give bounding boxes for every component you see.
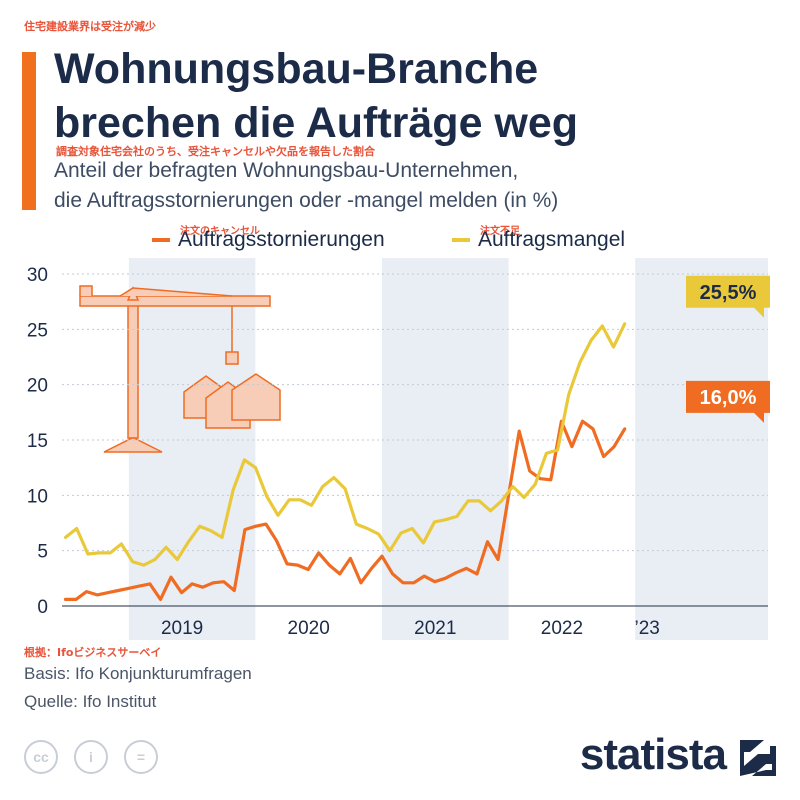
legend-item-stornierungen: Auftragsstornierungen bbox=[152, 228, 385, 252]
x-tick-4: ’23 bbox=[635, 618, 660, 639]
x-tick-1: 2020 bbox=[288, 618, 330, 639]
y-axis-ticks: 0 5 10 15 20 25 30 bbox=[27, 265, 48, 618]
y-tick-30: 30 bbox=[27, 265, 48, 286]
year-band-1 bbox=[382, 258, 509, 640]
statista-mark-icon bbox=[740, 740, 776, 776]
x-tick-2: 2021 bbox=[414, 618, 456, 639]
callout-box-1 bbox=[686, 275, 770, 318]
callout-label-1: 25,5% bbox=[700, 282, 757, 304]
subtitle-line-2: die Auftragsstornierungen oder -mangel m… bbox=[54, 189, 559, 212]
year-band-2 bbox=[635, 258, 768, 640]
source-note: Quelle: Ifo Institut bbox=[24, 692, 157, 711]
basis-note: Basis: Ifo Konjunkturumfragen bbox=[24, 664, 252, 683]
page-title: Wohnungsbau-Branche brechen die Aufträge… bbox=[54, 42, 774, 150]
y-tick-15: 15 bbox=[27, 431, 48, 452]
jp-kicker: 住宅建設業界は受注が減少 bbox=[24, 20, 156, 33]
statista-logo[interactable]: statista bbox=[580, 730, 774, 780]
legend-label-2: Auftragsmangel bbox=[478, 228, 626, 251]
callout-box-0 bbox=[686, 380, 770, 423]
end-labels: 16,0% 25,5% bbox=[686, 275, 770, 423]
line-chart: 0 5 10 15 20 25 30 2019 2020 2021 2022 ’23 16,0% 25… bbox=[27, 258, 770, 640]
y-tick-0: 0 bbox=[37, 597, 48, 618]
series-lines bbox=[63, 322, 627, 601]
accent-bar bbox=[22, 52, 36, 210]
year-shading bbox=[128, 258, 768, 640]
legend-jp-2: 注文不足 bbox=[480, 226, 520, 237]
brand-name: statista bbox=[579, 730, 727, 779]
subtitle-line-1: Anteil der befragten Wohnungsbau-Unterne… bbox=[54, 159, 519, 182]
series-line-stornierungen bbox=[63, 419, 627, 601]
legend-swatch-orange bbox=[152, 238, 170, 243]
x-axis-ticks: 2019 2020 2021 2022 ’23 bbox=[161, 618, 660, 639]
attribution-icon[interactable]: i bbox=[74, 740, 108, 774]
cc-license-icon[interactable]: cc bbox=[24, 740, 58, 774]
y-tick-20: 20 bbox=[27, 376, 48, 397]
y-tick-10: 10 bbox=[27, 486, 48, 507]
jp-source: 根拠：Ifoビジネスサーベイ bbox=[24, 646, 162, 659]
x-tick-0: 2019 bbox=[161, 618, 203, 639]
series-line-mangel bbox=[63, 322, 627, 567]
legend-label-1: Auftragsstornierungen bbox=[178, 228, 385, 251]
crane-icon bbox=[79, 285, 281, 453]
gridlines bbox=[62, 273, 768, 607]
y-tick-25: 25 bbox=[27, 320, 48, 341]
subtitle: Anteil der befragten Wohnungsbau-Unterne… bbox=[54, 156, 774, 216]
jp-subtitle: 調査対象住宅会社のうち、受注キャンセルや欠品を報告した割合 bbox=[56, 145, 375, 158]
no-derivatives-icon[interactable]: = bbox=[124, 740, 158, 774]
legend-swatch-yellow bbox=[452, 238, 470, 243]
legend-item-mangel: Auftragsmangel bbox=[452, 228, 625, 252]
callout-label-0: 16,0% bbox=[700, 387, 757, 409]
x-tick-3: 2022 bbox=[541, 618, 583, 639]
title-line-1: Wohnungsbau-Branche bbox=[54, 45, 539, 93]
title-line-2: brechen die Aufträge weg bbox=[54, 99, 579, 147]
legend-jp-1: 注文のキャンセル bbox=[180, 226, 260, 237]
y-tick-5: 5 bbox=[37, 542, 48, 563]
